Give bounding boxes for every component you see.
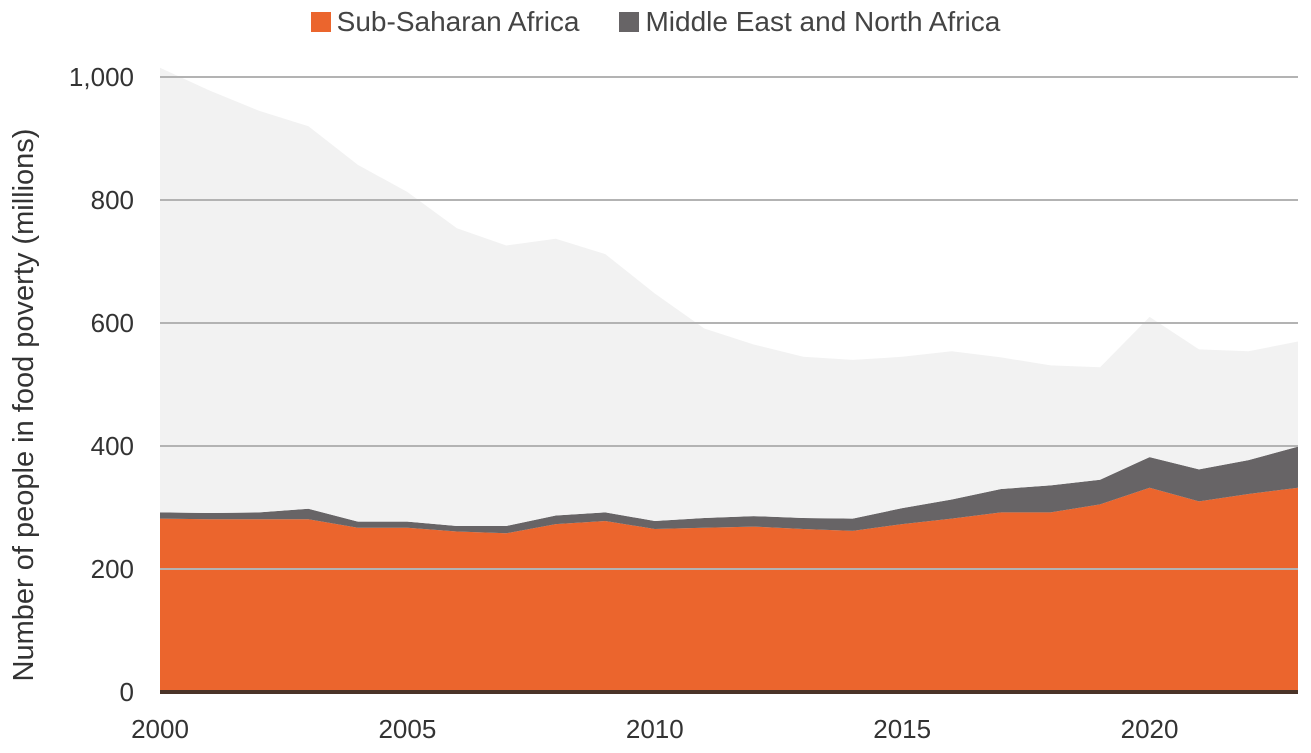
x-tick-label: 2020	[1121, 714, 1179, 744]
y-tick-label: 200	[91, 554, 134, 584]
area-series-0	[160, 487, 1298, 692]
y-tick-label: 0	[120, 677, 134, 707]
y-tick-label: 400	[91, 431, 134, 461]
area-series-2	[160, 67, 1298, 527]
legend-item-sub-saharan-africa: Sub-Saharan Africa	[310, 6, 580, 38]
x-tick-label: 2000	[131, 714, 189, 744]
y-tick-label: 1,000	[69, 62, 134, 92]
x-tick-label: 2010	[626, 714, 684, 744]
y-tick-label: 600	[91, 308, 134, 338]
legend-item-middle-east-north-africa: Middle East and North Africa	[619, 6, 1000, 38]
x-tick-label: 2005	[378, 714, 436, 744]
legend-swatch-sub-saharan-africa	[310, 12, 331, 32]
area-series-1	[160, 446, 1298, 534]
x-tick-label: 2015	[873, 714, 931, 744]
legend-swatch-middle-east-north-africa	[619, 12, 640, 32]
legend: Sub-Saharan Africa Middle East and North…	[0, 6, 1311, 38]
y-axis-label: Number of people in food poverty (millio…	[8, 129, 40, 682]
legend-label-sub-saharan-africa: Sub-Saharan Africa	[336, 6, 580, 37]
y-tick-label: 800	[91, 185, 134, 215]
legend-label-middle-east-north-africa: Middle East and North Africa	[645, 6, 1001, 37]
